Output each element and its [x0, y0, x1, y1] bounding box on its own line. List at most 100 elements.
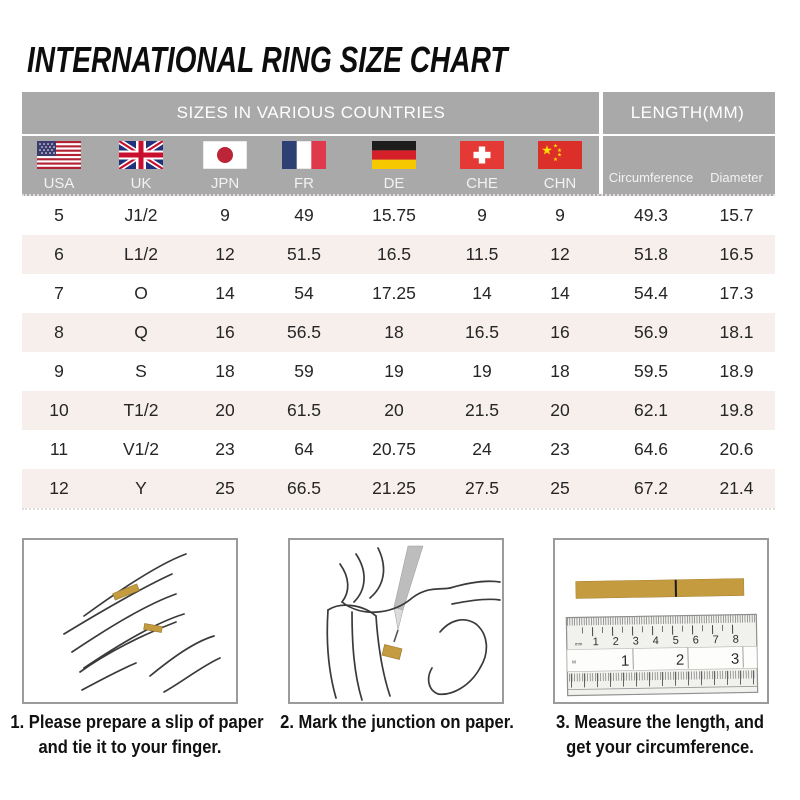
caption-line: 3. Measure the length, and [556, 712, 764, 732]
table-cell: 16 [550, 322, 570, 342]
column-header-circumference: Circumference [600, 136, 702, 194]
column-header-chn: ★ ★ ★ ★ ★ CHN [520, 136, 600, 194]
table-cell: L1/2 [123, 244, 159, 264]
table-cell: 20.75 [372, 439, 416, 459]
table-cell: 18.1 [719, 322, 754, 342]
table-cell: 24 [472, 439, 492, 459]
table-row: 5 J1/2 9 49 15.75 9 9 49.3 15.7 [22, 196, 775, 235]
table-cell: 7 [54, 283, 64, 303]
svg-text:M: M [572, 659, 576, 664]
svg-text:1: 1 [593, 636, 599, 648]
table-cell: 56.5 [286, 322, 322, 342]
table-cell: 67.2 [633, 478, 669, 498]
svg-text:★: ★ [541, 144, 553, 159]
table-cell: 11.5 [465, 244, 499, 264]
table-cell: 19 [472, 361, 492, 381]
table-cell: 16.5 [464, 322, 500, 342]
table-body: 5 J1/2 9 49 15.75 9 9 49.3 15.7 6 L1/2 12 51.5 16.5 11… [22, 196, 775, 510]
table-cell: 20 [384, 400, 404, 420]
table-cell: 25 [215, 478, 235, 498]
uk-flag-icon [117, 138, 165, 172]
jpn-flag-icon [202, 140, 248, 170]
svg-text:2: 2 [613, 636, 619, 648]
table-row: 7 O 14 54 17.25 14 14 54.4 17.3 [22, 274, 775, 313]
table-header: SIZES IN VARIOUS COUNTRIES LENGTH(MM) US… [22, 92, 775, 196]
column-header-uk: UK [96, 136, 186, 194]
table-cell: 11 [49, 439, 69, 459]
table-cell: V1/2 [123, 439, 159, 459]
table-cell: 15.7 [719, 205, 754, 225]
table-cell: T1/2 [123, 400, 159, 420]
svg-text:4: 4 [653, 635, 659, 647]
table-cell: 8 [54, 322, 64, 342]
column-header-de: DE [344, 136, 444, 194]
ring-size-table: SIZES IN VARIOUS COUNTRIES LENGTH(MM) US… [22, 92, 775, 510]
table-cell: 23 [550, 439, 570, 459]
column-header-usa: USA [22, 136, 96, 194]
table-cell: 12 [49, 478, 69, 498]
column-label: USA [43, 175, 75, 192]
column-header-jpn: JPN [186, 136, 264, 194]
table-cell: 9 [220, 205, 230, 225]
table-cell: 62.1 [633, 400, 669, 420]
svg-text:mm: mm [575, 641, 583, 646]
table-cell: 23 [215, 439, 235, 459]
column-label: FR [294, 175, 314, 192]
table-row: 6 L1/2 12 51.5 16.5 11.5 12 51.8 16.5 [22, 235, 775, 274]
che-flag-icon [460, 141, 504, 169]
table-cell: 54.4 [633, 283, 669, 303]
svg-text:6: 6 [693, 634, 699, 646]
table-cell: 10 [49, 400, 69, 420]
svg-text:3: 3 [633, 635, 639, 647]
column-label: UK [130, 175, 152, 192]
table-cell: 9 [477, 205, 487, 225]
table-cell: 51.5 [286, 244, 322, 264]
step1-illustration-box [22, 538, 238, 704]
table-row: 8 Q 16 56.5 18 16.5 16 56.9 18.1 [22, 313, 775, 352]
table-cell: 20.6 [719, 439, 754, 459]
table-cell: 15.75 [372, 205, 416, 225]
svg-text:3: 3 [731, 651, 740, 668]
table-cell: 17.3 [719, 283, 754, 303]
column-label: JPN [210, 175, 240, 192]
table-cell: 14 [472, 283, 492, 303]
table-cell: 59.5 [633, 361, 669, 381]
column-header-fr: FR [264, 136, 344, 194]
table-cell: 49.3 [633, 205, 669, 225]
fr-flag-icon [281, 140, 327, 170]
table-cell: O [134, 283, 148, 303]
group-header-row: SIZES IN VARIOUS COUNTRIES LENGTH(MM) [22, 92, 775, 136]
table-cell: 54 [294, 283, 314, 303]
table-cell: Y [135, 478, 147, 498]
column-label: Circumference [608, 170, 694, 185]
svg-text:1: 1 [621, 653, 630, 670]
table-cell: 14 [550, 283, 570, 303]
caption-line: get your circumference. [566, 737, 754, 757]
header-divider [599, 92, 603, 194]
table-cell: 18 [550, 361, 570, 381]
table-cell: 64 [294, 439, 314, 459]
step3-caption: 3. Measure the length, and get your circu… [540, 710, 779, 760]
caption-line: 2. Mark the junction on paper. [280, 712, 514, 732]
caption-line: 1. Please prepare a slip of paper [10, 712, 264, 732]
table-cell: 66.5 [286, 478, 322, 498]
column-label: Diameter [710, 170, 763, 185]
svg-text:2: 2 [676, 652, 685, 669]
table-row: 9 S 18 59 19 19 18 59.5 18.9 [22, 352, 775, 391]
svg-text:★: ★ [553, 144, 558, 150]
column-label: CHN [543, 175, 577, 192]
caption-line: and tie it to your finger. [38, 737, 222, 757]
table-cell: 12 [215, 244, 235, 264]
table-cell: S [135, 361, 147, 381]
country-header-row: USA UK JPN FR DE CHE ★ ★ ★ ★ ★ CHN Circum… [22, 136, 775, 194]
table-cell: 21.4 [719, 478, 754, 498]
group-header-length: LENGTH(MM) [630, 103, 745, 122]
step3-illustration-box: 1 2 3 4 5 6 7 8 mm 1 2 3 M [553, 538, 769, 704]
usa-flag-icon [36, 140, 82, 170]
table-cell: 12 [550, 244, 570, 264]
table-cell: 16.5 [376, 244, 412, 264]
svg-text:★: ★ [557, 148, 562, 154]
table-cell: 20 [550, 400, 570, 420]
hand-with-paper-strip-illustration [63, 553, 221, 693]
